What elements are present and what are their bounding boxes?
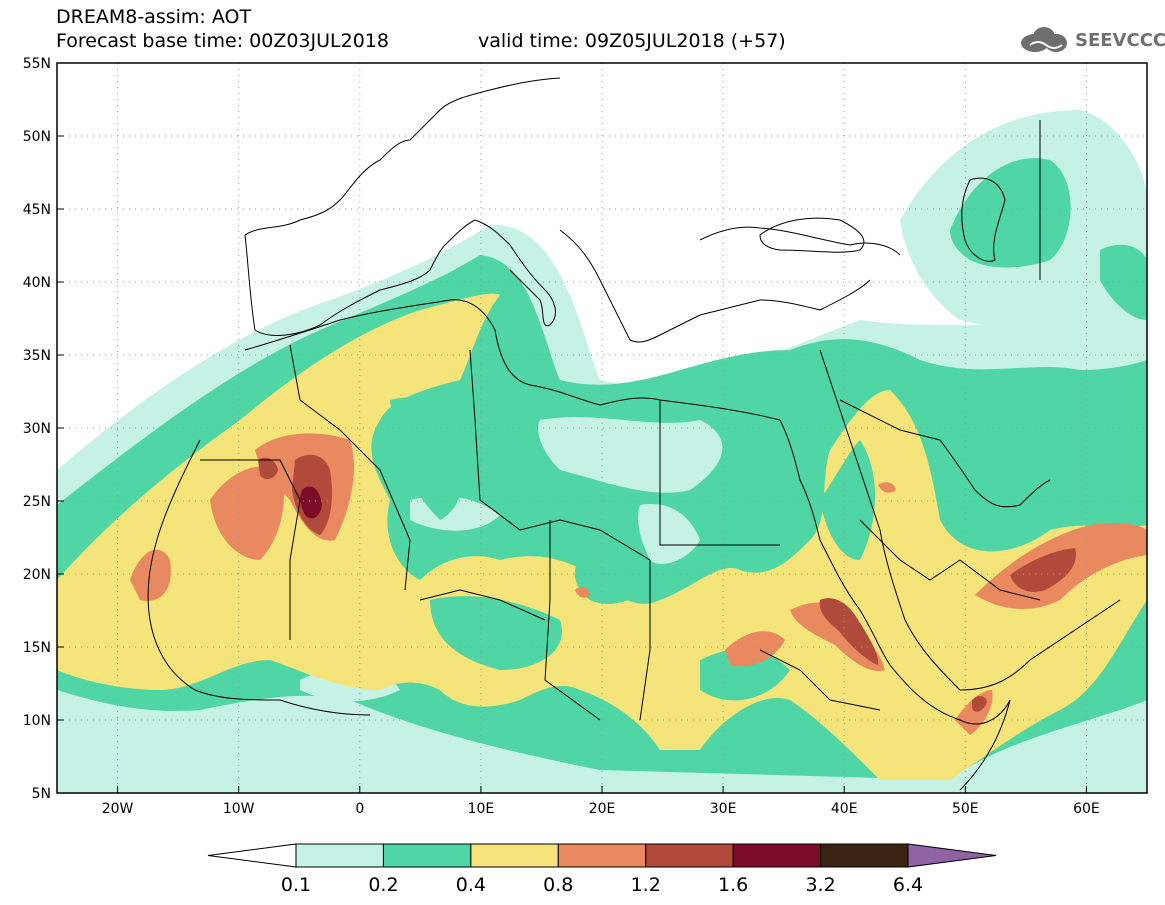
- valid-time-label: valid time: 09Z05JUL2018 (+57): [478, 30, 786, 52]
- lat-tick-label: 45N: [23, 202, 51, 218]
- colorbar-label: 6.4: [893, 874, 923, 896]
- colorbar-swatch: [382, 843, 472, 868]
- lon-tick-label: 20E: [589, 801, 616, 817]
- lat-tick-label: 50N: [23, 129, 51, 145]
- lat-tick-label: 25N: [23, 494, 51, 510]
- colorbar-swatch: [295, 843, 384, 868]
- colorbar-label: 0.8: [543, 874, 573, 896]
- aot-field: [57, 63, 1147, 793]
- colorbar-label: 0.1: [281, 874, 311, 896]
- lat-tick-label: 35N: [23, 348, 51, 364]
- lat-tick-label: 40N: [23, 275, 51, 291]
- colorbar-swatch: [732, 843, 822, 868]
- lon-tick-label: 30E: [710, 801, 737, 817]
- colorbar-swatch: [820, 843, 909, 868]
- lat-tick-label: 30N: [23, 421, 51, 437]
- colorbar-label: 1.2: [631, 874, 661, 896]
- colorbar-label: 0.4: [456, 874, 486, 896]
- lon-tick-label: 50E: [952, 801, 979, 817]
- lat-tick-label: 20N: [23, 567, 51, 583]
- logo-text: SEEVCCC: [1075, 30, 1165, 51]
- colorbar-swatch: [645, 843, 734, 868]
- lon-axis: 20W 10W 0 10E 20E 30E 40E 50E 60E: [102, 786, 1100, 817]
- lat-tick-label: 5N: [32, 786, 51, 802]
- colorbar: 0.1 0.2 0.4 0.8 1.2 1.6 3.2 6.4: [207, 843, 997, 896]
- colorbar-swatch: [557, 843, 647, 868]
- cloud-logo-icon: [1021, 27, 1067, 52]
- lon-tick-label: 10E: [468, 801, 495, 817]
- chart-title: DREAM8-assim: AOT: [56, 6, 252, 28]
- lon-tick-label: 20W: [102, 801, 134, 817]
- colorbar-label: 0.2: [368, 874, 398, 896]
- lon-tick-label: 40E: [831, 801, 858, 817]
- colorbar-min-arrow: [207, 843, 297, 868]
- aot-level-1.6: [300, 486, 322, 519]
- lat-tick-label: 55N: [23, 56, 51, 72]
- lon-tick-label: 60E: [1073, 801, 1100, 817]
- lat-tick-label: 10N: [23, 713, 51, 729]
- colorbar-label: 1.6: [718, 874, 748, 896]
- lat-tick-label: 15N: [23, 640, 51, 656]
- colorbar-swatch: [470, 843, 559, 868]
- lat-axis: 55N 50N 45N 40N 35N 30N 25N 20N 15N 10N 5N: [23, 56, 64, 802]
- lon-tick-label: 0: [355, 801, 364, 817]
- lon-tick-label: 10W: [223, 801, 255, 817]
- coastlines: [147, 77, 1121, 791]
- colorbar-label: 3.2: [805, 874, 835, 896]
- base-time-label: Forecast base time: 00Z03JUL2018: [56, 30, 389, 52]
- colorbar-max-arrow: [907, 843, 997, 868]
